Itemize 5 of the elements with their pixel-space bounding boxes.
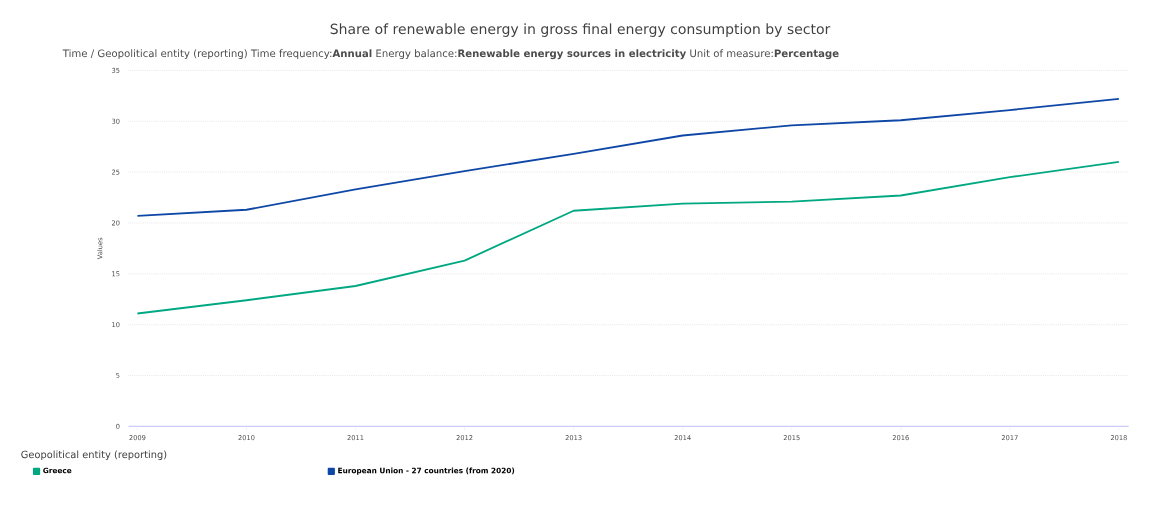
- chart-subtitle: Time / Geopolitical entity (reporting) Time frequency:Annual Energy balance:Renewable energy sources in electricity Unit of measure:Percentage: [62, 49, 839, 60]
- legend-title: Geopolitical entity (reporting): [21, 450, 167, 461]
- line-series: [136, 97, 1120, 217]
- line-series: [136, 160, 1120, 315]
- chart-title: Share of renewable energy in gross final energy consumption by sector: [330, 23, 831, 37]
